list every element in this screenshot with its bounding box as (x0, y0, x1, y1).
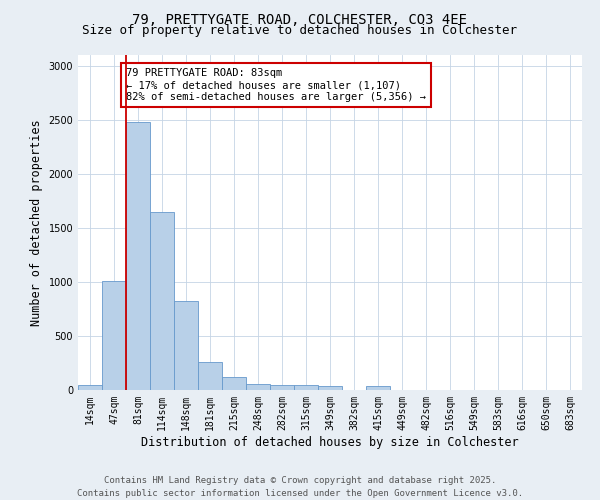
X-axis label: Distribution of detached houses by size in Colchester: Distribution of detached houses by size … (141, 436, 519, 448)
Text: Size of property relative to detached houses in Colchester: Size of property relative to detached ho… (83, 24, 517, 37)
Bar (270, 385, 294, 390)
Bar (198, 362, 222, 390)
Bar (366, 386, 390, 390)
Bar (126, 122, 150, 390)
Text: 79 PRETTYGATE ROAD: 83sqm
← 17% of detached houses are smaller (1,107)
82% of se: 79 PRETTYGATE ROAD: 83sqm ← 17% of detac… (126, 68, 426, 102)
Text: 79, PRETTYGATE ROAD, COLCHESTER, CO3 4EE: 79, PRETTYGATE ROAD, COLCHESTER, CO3 4EE (133, 12, 467, 26)
Bar (222, 377, 246, 390)
Bar (150, 212, 174, 390)
Bar (102, 281, 126, 390)
Bar (246, 384, 270, 390)
Bar (78, 384, 102, 390)
Bar (294, 384, 318, 390)
Bar (174, 302, 198, 390)
Y-axis label: Number of detached properties: Number of detached properties (30, 119, 43, 326)
Bar (318, 386, 342, 390)
Text: Contains HM Land Registry data © Crown copyright and database right 2025.
Contai: Contains HM Land Registry data © Crown c… (77, 476, 523, 498)
